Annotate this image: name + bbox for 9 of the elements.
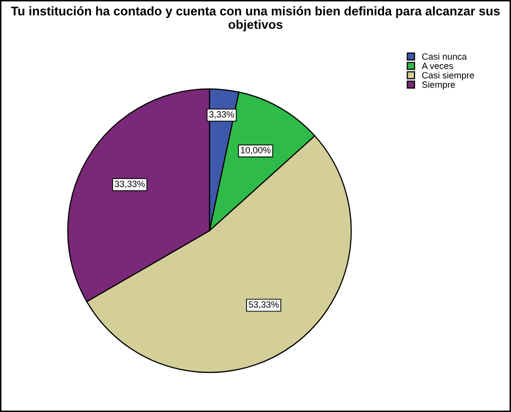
data-label: 3,33%: [209, 111, 234, 119]
legend-label: Casi siempre: [422, 72, 474, 80]
chart-title: Tu institución ha contado y cuenta con una misión bien definida para alcanzar sus objetivos: [10, 6, 500, 32]
data-label: 10,00%: [240, 146, 271, 154]
legend-label: Casi nunca: [422, 53, 467, 60]
legend-label: Siempre: [422, 81, 455, 90]
legend-label: A veces: [422, 62, 454, 70]
data-label: 53,33%: [248, 301, 279, 309]
data-label: 33,33%: [114, 180, 145, 188]
